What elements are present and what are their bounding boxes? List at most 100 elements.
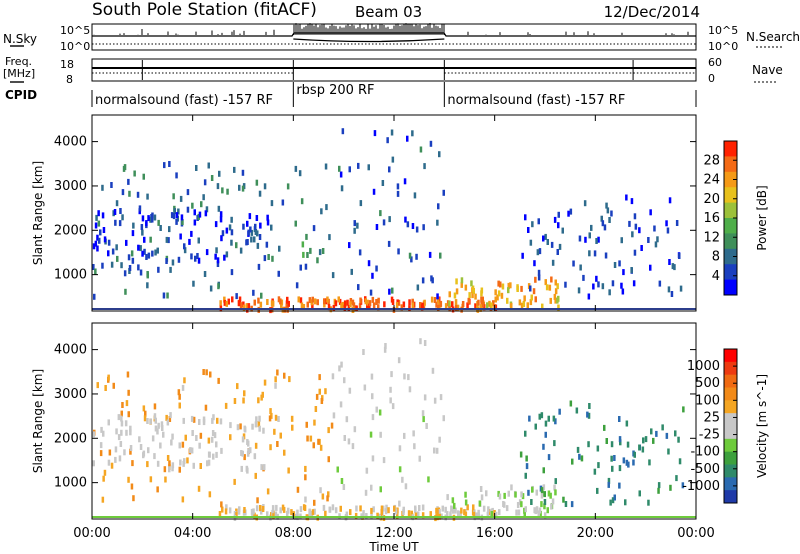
echo-cell: [609, 499, 612, 506]
echo-cell: [318, 374, 321, 381]
echo-cell: [206, 460, 209, 467]
echo-cell: [257, 297, 260, 304]
echo-cell: [107, 459, 111, 466]
noise-trace: [92, 23, 696, 45]
echo-cell: [530, 499, 533, 505]
echo-cell: [166, 419, 170, 426]
echo-cell: [595, 238, 598, 244]
echo-cell: [461, 301, 465, 307]
echo-cell: [669, 484, 672, 491]
echo-cell: [421, 302, 424, 309]
echo-cell: [211, 417, 214, 424]
power-panel-background: [92, 115, 696, 311]
x-tick-label: 16:00: [476, 526, 513, 541]
echo-cell: [128, 265, 132, 271]
echo-cell: [306, 252, 309, 258]
echo-cell: [156, 428, 159, 435]
echo-cell: [436, 293, 439, 300]
echo-cell: [387, 507, 390, 514]
echo-cell: [225, 227, 229, 234]
echo-cell: [408, 386, 412, 393]
echo-cell: [638, 227, 641, 234]
echo-cell: [525, 455, 528, 462]
echo-cell: [390, 371, 393, 378]
echo-cell: [370, 484, 373, 491]
echo-cell: [488, 300, 491, 307]
echo-cell: [108, 449, 112, 456]
echo-cell: [498, 493, 502, 500]
echo-cell: [115, 244, 118, 251]
echo-cell: [141, 250, 144, 257]
echo-cell: [588, 232, 591, 239]
echo-cell: [313, 508, 316, 515]
echo-cell: [224, 402, 228, 409]
freq-trace: [92, 60, 696, 80]
echo-cell: [96, 234, 99, 241]
echo-cell: [145, 254, 148, 260]
nsearch-label: N.Search: [746, 30, 800, 44]
echo-cell: [178, 466, 181, 473]
echo-cell: [564, 501, 568, 507]
echo-cell: [618, 436, 622, 443]
echo-cell: [486, 511, 490, 518]
echo-cell: [308, 297, 312, 304]
echo-cell: [192, 462, 195, 469]
echo-cell: [167, 237, 170, 244]
echo-cell: [402, 301, 406, 308]
echo-cell: [328, 506, 332, 513]
colorbar-segment: [724, 233, 737, 250]
echo-cell: [193, 219, 197, 226]
echo-cell: [592, 283, 595, 290]
echo-cell: [472, 504, 475, 511]
echo-cell: [597, 462, 600, 469]
echo-cell: [233, 166, 236, 173]
echo-cell: [438, 509, 441, 515]
echo-cell: [321, 493, 325, 500]
echo-cell: [571, 458, 574, 465]
echo-cell: [613, 494, 616, 501]
echo-cell: [226, 188, 229, 195]
echo-cell: [526, 302, 529, 309]
echo-cell: [215, 451, 218, 458]
echo-cell: [306, 435, 309, 442]
echo-cell: [625, 194, 628, 201]
echo-cell: [241, 185, 245, 192]
echo-cell: [600, 215, 603, 222]
echo-cell: [587, 293, 591, 300]
echo-cell: [198, 419, 201, 425]
echo-cell: [290, 509, 293, 516]
echo-cell: [402, 509, 405, 516]
echo-cell: [220, 501, 223, 508]
power-y-ticks: 1000 2000 3000 4000: [54, 135, 696, 283]
echo-cell: [137, 264, 140, 271]
echo-cell: [439, 394, 443, 401]
colorbar-segment: [724, 361, 737, 376]
echo-cell: [197, 485, 201, 492]
echo-cell: [549, 297, 552, 304]
echo-cell: [147, 447, 150, 454]
echo-cell: [153, 413, 157, 420]
echo-cell: [297, 296, 300, 303]
echo-cell: [92, 243, 96, 250]
echo-cell: [554, 418, 557, 425]
echo-cell: [528, 415, 531, 422]
echo-cell: [198, 211, 202, 218]
echo-cell: [554, 288, 558, 295]
echo-cell: [542, 467, 545, 474]
echo-cell: [428, 251, 432, 258]
echo-cell: [595, 275, 598, 282]
x-tick-label: 00:00: [73, 526, 110, 541]
echo-cell: [439, 300, 443, 307]
echo-cell: [203, 179, 207, 186]
echo-cell: [624, 499, 627, 506]
echo-cell: [474, 293, 477, 300]
echo-cell: [419, 302, 422, 308]
echo-cell: [205, 249, 209, 256]
echo-cell: [553, 440, 556, 447]
echo-cell: [403, 432, 406, 439]
echo-cell: [269, 408, 272, 415]
echo-cell: [250, 229, 254, 236]
colorbar-segment: [724, 202, 737, 219]
echo-cell: [168, 466, 171, 473]
echo-cell: [118, 220, 122, 227]
